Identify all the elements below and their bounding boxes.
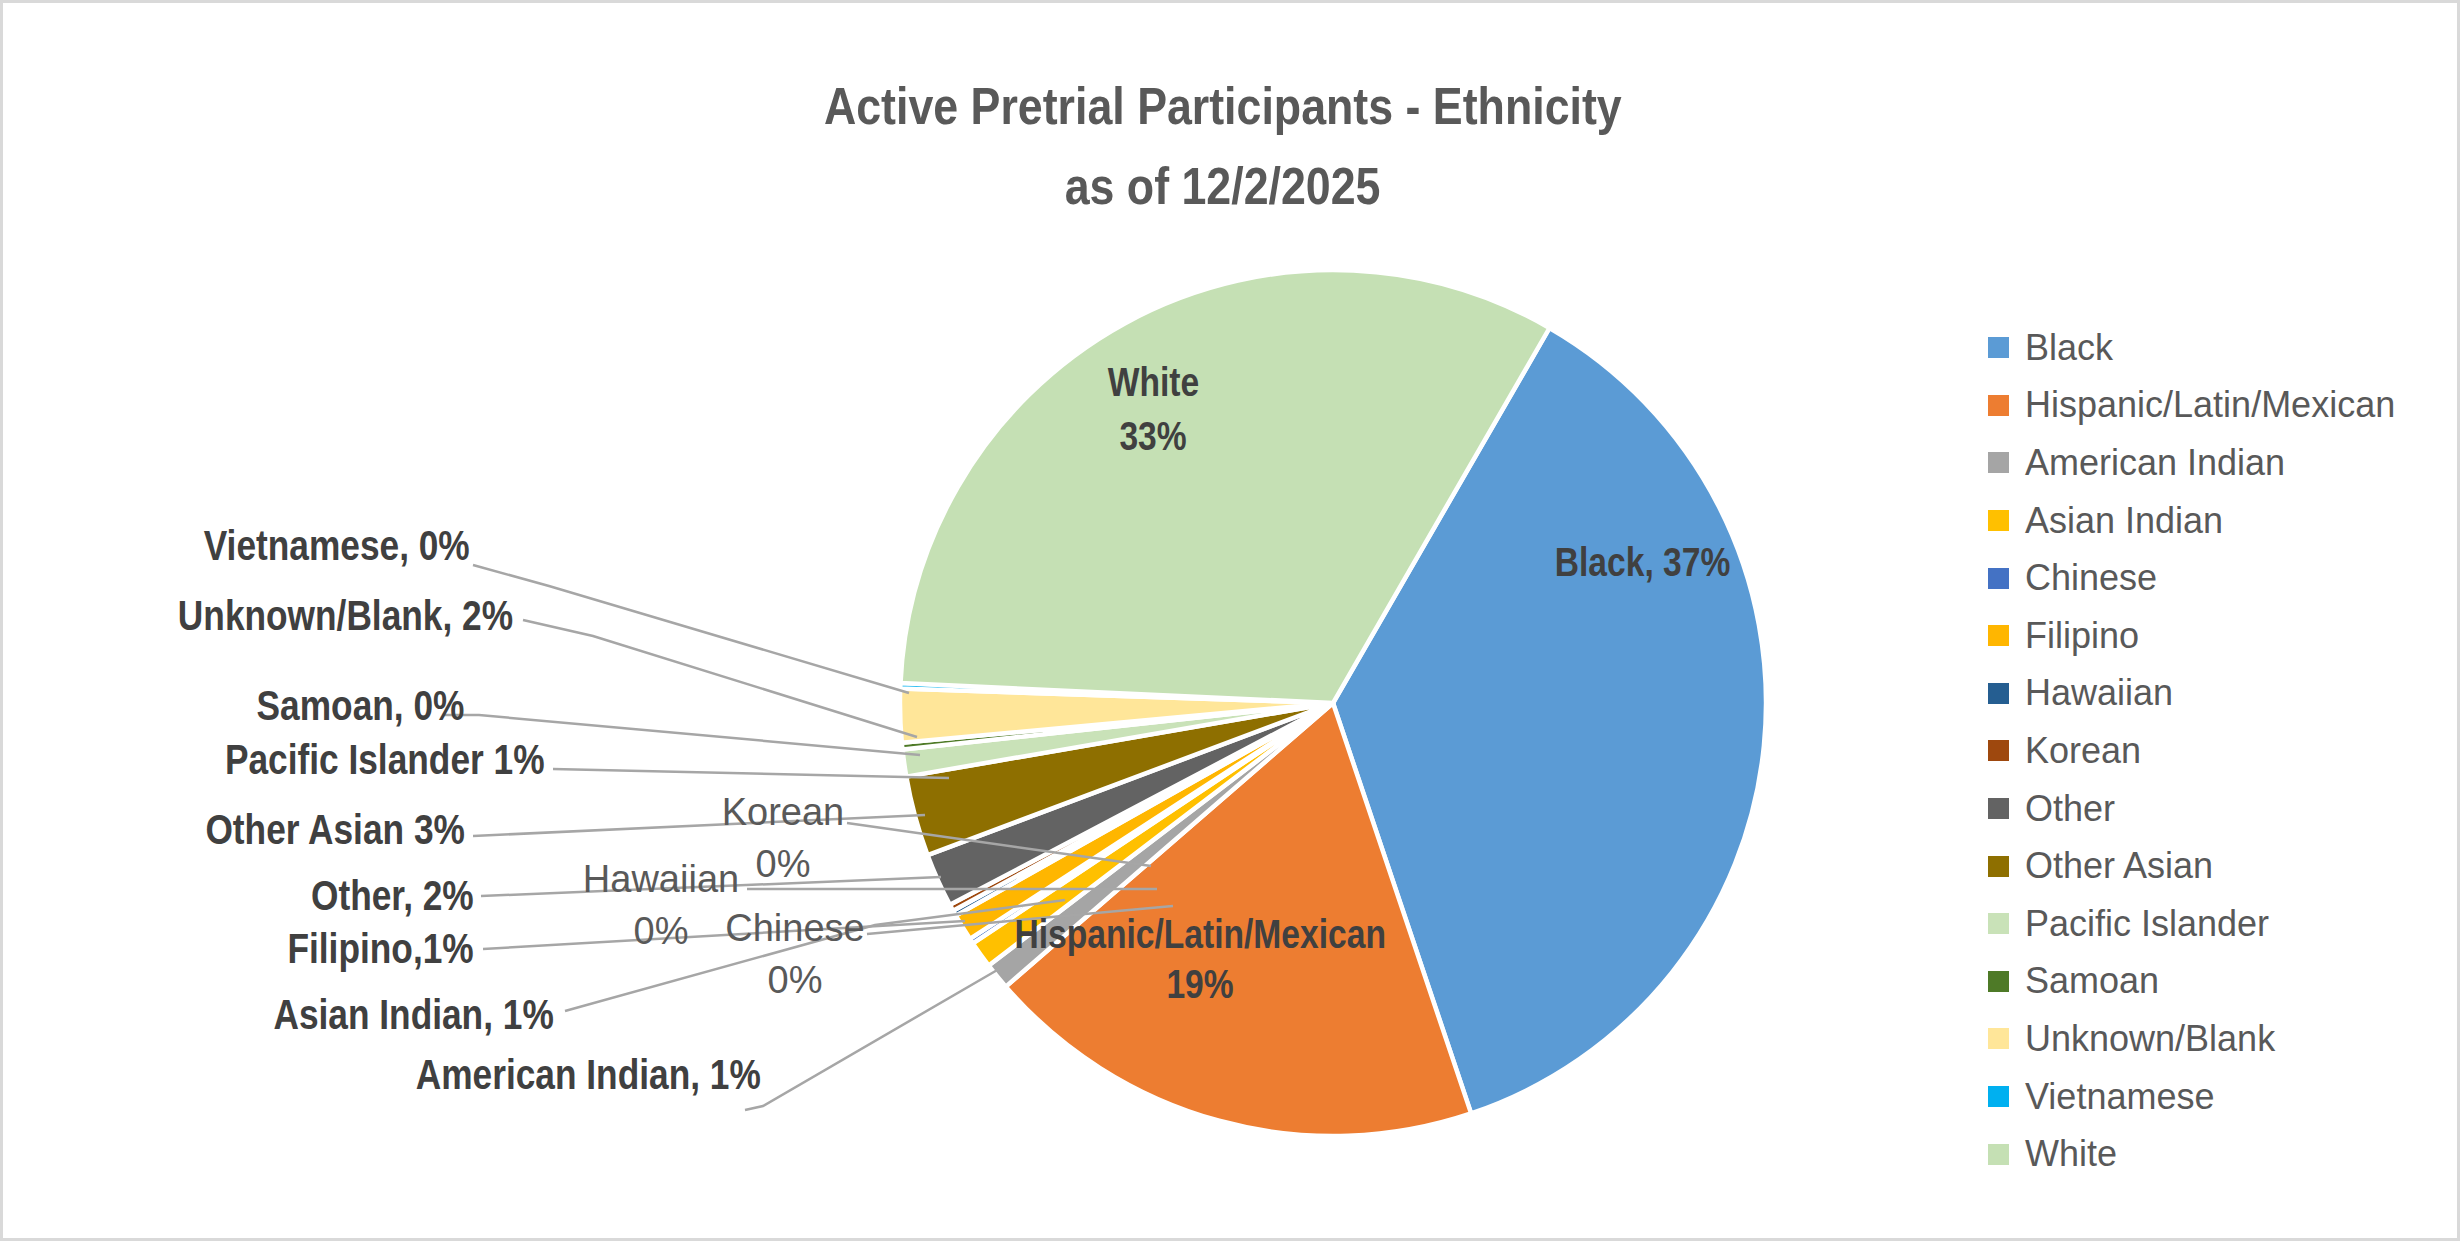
callout-chinese-name: Chinese [710, 902, 880, 954]
callout-vietnamese: Vietnamese, 0% [153, 522, 470, 570]
legend-item-chinese[interactable]: Chinese [1988, 549, 2395, 607]
callout-asian-indian-text: Asian Indian, 1% [274, 991, 554, 1039]
callout-samoan-text: Samoan, 0% [256, 682, 464, 730]
legend-label-chinese: Chinese [2025, 557, 2157, 599]
legend-item-pacific-islander[interactable]: Pacific Islander [1988, 895, 2395, 953]
legend-swatch-samoan [1988, 971, 2009, 992]
legend-label-hawaiian: Hawaiian [2025, 672, 2173, 714]
legend-swatch-black [1988, 337, 2009, 358]
legend-label-vietnamese: Vietnamese [2025, 1076, 2214, 1118]
legend-swatch-hawaiian [1988, 683, 2009, 704]
callout-unknown-blank-text: Unknown/Blank, 2% [178, 592, 513, 640]
legend-item-hawaiian[interactable]: Hawaiian [1988, 665, 2395, 723]
legend-swatch-chinese [1988, 568, 2009, 589]
callout-other-asian-text: Other Asian 3% [206, 806, 465, 854]
callout-pacific-islander-text: Pacific Islander 1% [225, 736, 545, 784]
data-label-white-pct: 33% [1119, 409, 1186, 463]
callout-unknown-blank: Unknown/Blank, 2% [114, 592, 513, 640]
legend-label-other: Other [2025, 788, 2115, 830]
legend-item-other[interactable]: Other [1988, 780, 2395, 838]
callout-vietnamese-text: Vietnamese, 0% [204, 522, 470, 570]
callout-american-indian-text: American Indian, 1% [416, 1051, 761, 1099]
legend: Black Hispanic/Latin/Mexican American Indi… [1988, 319, 2395, 1183]
leader-line-vietnamese [473, 565, 909, 693]
legend-swatch-american-indian [1988, 452, 2009, 473]
callout-pacific-islander: Pacific Islander 1% [164, 736, 545, 784]
legend-swatch-korean [1988, 740, 2009, 761]
legend-label-filipino: Filipino [2025, 615, 2139, 657]
legend-swatch-unknown-blank [1988, 1028, 2009, 1049]
callout-filipino-text: Filipino,1% [288, 925, 474, 973]
data-label-hispanic-name: Hispanic/Latin/Mexican [1015, 909, 1387, 959]
legend-item-samoan[interactable]: Samoan [1988, 953, 2395, 1011]
callout-other: Other, 2% [280, 872, 474, 920]
legend-item-filipino[interactable]: Filipino [1988, 607, 2395, 665]
data-label-hispanic-pct: 19% [1167, 959, 1234, 1009]
data-label-white-name: White [1107, 355, 1198, 409]
legend-label-unknown-blank: Unknown/Blank [2025, 1018, 2275, 1060]
legend-swatch-filipino [1988, 625, 2009, 646]
legend-item-asian-indian[interactable]: Asian Indian [1988, 492, 2395, 550]
callout-samoan: Samoan, 0% [217, 682, 464, 730]
legend-item-american-indian[interactable]: American Indian [1988, 434, 2395, 492]
data-label-white: White 33% [1023, 355, 1283, 463]
legend-item-unknown-blank[interactable]: Unknown/Blank [1988, 1010, 2395, 1068]
legend-swatch-other-asian [1988, 856, 2009, 877]
callout-hawaiian-name: Hawaiian [576, 853, 746, 905]
legend-swatch-asian-indian [1988, 510, 2009, 531]
legend-item-hispanic-latin-mexican[interactable]: Hispanic/Latin/Mexican [1988, 377, 2395, 435]
leader-line-pacific-islander [553, 769, 949, 778]
legend-item-black[interactable]: Black [1988, 319, 2395, 377]
legend-swatch-other [1988, 798, 2009, 819]
legend-item-vietnamese[interactable]: Vietnamese [1988, 1068, 2395, 1126]
legend-label-samoan: Samoan [2025, 960, 2159, 1002]
data-label-black-text: Black, 37% [1555, 535, 1731, 589]
callout-filipino: Filipino,1% [252, 925, 474, 973]
legend-label-hispanic-latin-mexican: Hispanic/Latin/Mexican [2025, 384, 2395, 426]
legend-label-korean: Korean [2025, 730, 2141, 772]
legend-swatch-hispanic-latin-mexican [1988, 395, 2009, 416]
chart-canvas: Active Pretrial Participants - Ethnicity… [0, 0, 2460, 1241]
legend-item-other-asian[interactable]: Other Asian [1988, 837, 2395, 895]
callout-asian-indian: Asian Indian, 1% [220, 991, 554, 1039]
legend-label-other-asian: Other Asian [2025, 845, 2213, 887]
legend-label-black: Black [2025, 327, 2113, 369]
legend-label-white: White [2025, 1133, 2117, 1175]
legend-label-asian-indian: Asian Indian [2025, 500, 2223, 542]
legend-swatch-pacific-islander [1988, 913, 2009, 934]
callout-american-indian: American Indian, 1% [350, 1051, 761, 1099]
legend-item-white[interactable]: White [1988, 1125, 2395, 1183]
callout-other-asian: Other Asian 3% [156, 806, 465, 854]
legend-swatch-vietnamese [1988, 1086, 2009, 1107]
data-label-hispanic: Hispanic/Latin/Mexican 19% [978, 909, 1423, 1009]
callout-korean-name: Korean [698, 786, 868, 838]
legend-swatch-white [1988, 1144, 2009, 1165]
legend-label-american-indian: American Indian [2025, 442, 2285, 484]
callout-chinese: Chinese 0% [710, 902, 880, 1006]
data-label-black: Black, 37% [1493, 535, 1793, 589]
legend-item-korean[interactable]: Korean [1988, 722, 2395, 780]
legend-label-pacific-islander: Pacific Islander [2025, 903, 2269, 945]
callout-chinese-pct: 0% [710, 954, 880, 1006]
callout-other-text: Other, 2% [311, 872, 474, 920]
